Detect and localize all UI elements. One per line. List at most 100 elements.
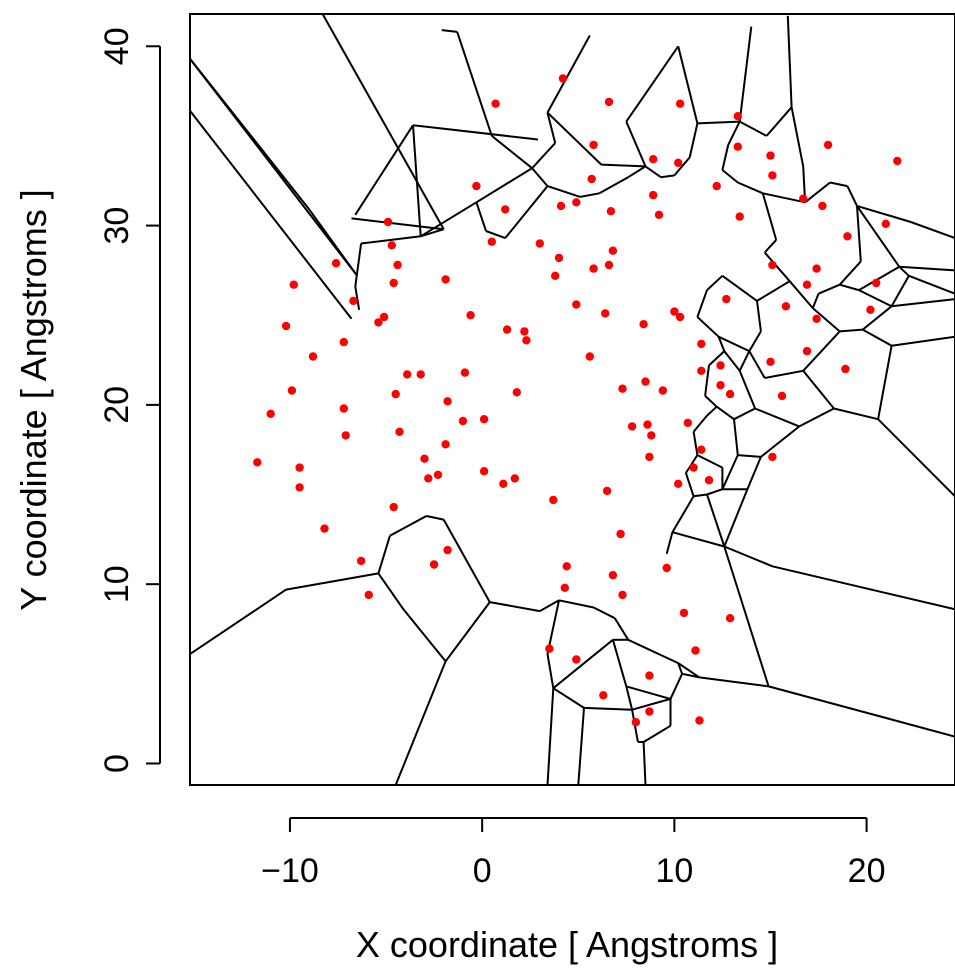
voronoi-edge: [613, 617, 630, 641]
data-point: [572, 655, 581, 664]
data-point: [735, 212, 744, 221]
voronoi-edge: [890, 275, 910, 307]
voronoi-edge: [760, 425, 800, 458]
data-point: [356, 556, 366, 566]
voronoi-edge: [761, 193, 778, 241]
data-point: [645, 671, 654, 680]
voronoi-edge: [688, 123, 699, 158]
data-point: [674, 479, 683, 488]
voronoi-edge: [802, 330, 841, 372]
data-point: [608, 246, 618, 255]
voronoi-edge: [475, 201, 487, 232]
voronoi-edge: [891, 335, 955, 347]
voronoi-edge: [389, 515, 427, 537]
data-point: [608, 571, 618, 580]
data-point: [695, 716, 704, 725]
voronoi-edge: [706, 494, 726, 547]
voronoi-edge: [802, 370, 835, 410]
data-point: [716, 361, 725, 370]
voronoi-edge: [721, 454, 739, 490]
voronoi-edge: [786, 15, 793, 108]
data-point: [604, 97, 614, 107]
data-point: [341, 431, 350, 440]
data-point: [389, 278, 398, 288]
voronoi-edge: [706, 405, 718, 417]
data-point: [812, 314, 821, 323]
voronoi-edge: [839, 328, 863, 333]
data-point: [558, 74, 568, 83]
data-point: [443, 397, 452, 406]
voronoi-edge: [354, 286, 361, 310]
voronoi-edge: [190, 58, 310, 211]
y-tick-label: 40: [98, 27, 136, 65]
data-point: [551, 271, 560, 280]
voronoi-edge: [697, 120, 740, 125]
voronoi-edge: [738, 370, 757, 409]
data-point: [802, 280, 812, 289]
data-point: [510, 474, 519, 483]
voronoi-edge: [708, 350, 725, 367]
voronoi-edge: [377, 535, 391, 574]
voronoi-edge: [699, 676, 769, 688]
data-point: [691, 646, 700, 655]
voronoi-edge: [765, 106, 793, 137]
data-point: [589, 140, 598, 150]
voronoi-edge: [790, 107, 805, 167]
data-point: [768, 171, 777, 180]
x-tick-label: 20: [848, 852, 886, 890]
voronoi-edge: [856, 205, 901, 268]
voronoi-edge: [351, 217, 444, 231]
voronoi-edge: [756, 300, 762, 332]
voronoi-edge: [285, 572, 379, 591]
voronoi-edge: [354, 124, 414, 216]
voronoi-edge: [441, 29, 458, 33]
voronoi-edge: [677, 662, 700, 679]
data-point: [599, 691, 608, 700]
data-point: [716, 381, 725, 390]
voronoi-edge: [721, 274, 758, 302]
data-point: [379, 312, 389, 322]
voronoi-edge: [833, 407, 879, 421]
data-point: [395, 427, 404, 436]
data-point: [781, 302, 791, 311]
voronoi-edge: [677, 662, 684, 675]
voronoi-edge: [692, 431, 699, 456]
data-point: [893, 156, 902, 166]
voronoi-edge: [598, 176, 629, 195]
data-point: [697, 339, 706, 349]
voronoi-edge: [456, 31, 493, 137]
data-point: [545, 644, 554, 653]
voronoi-edge: [643, 724, 672, 743]
data-point: [658, 386, 667, 395]
voronoi-edge: [546, 111, 602, 166]
voronoi-edge: [394, 660, 447, 785]
data-point: [487, 237, 496, 246]
voronoi-edge: [625, 45, 680, 123]
voronoi-edge: [625, 121, 647, 167]
voronoi-edge: [723, 488, 749, 547]
data-point: [872, 278, 881, 288]
data-point: [641, 377, 650, 386]
data-point: [766, 151, 775, 160]
voronoi-edge: [811, 293, 820, 309]
voronoi-edge: [321, 14, 445, 230]
voronoi-edge: [696, 316, 720, 338]
data-point: [712, 181, 721, 191]
voronoi-edge: [354, 243, 363, 287]
voronoi-edge: [858, 289, 893, 308]
voronoi-edge: [583, 706, 633, 711]
data-point: [704, 476, 714, 485]
data-point: [349, 296, 358, 306]
data-point: [374, 318, 383, 327]
data-point: [522, 336, 531, 345]
voronoi-edge: [696, 454, 723, 469]
voronoi-edge: [672, 531, 725, 548]
voronoi-edge: [692, 414, 708, 433]
data-point: [799, 194, 808, 203]
voronoi-edge: [580, 192, 600, 198]
data-point: [649, 155, 658, 164]
data-point: [466, 311, 475, 320]
data-point: [823, 140, 833, 150]
voronoi-edge: [838, 260, 862, 286]
data-point: [339, 337, 348, 347]
